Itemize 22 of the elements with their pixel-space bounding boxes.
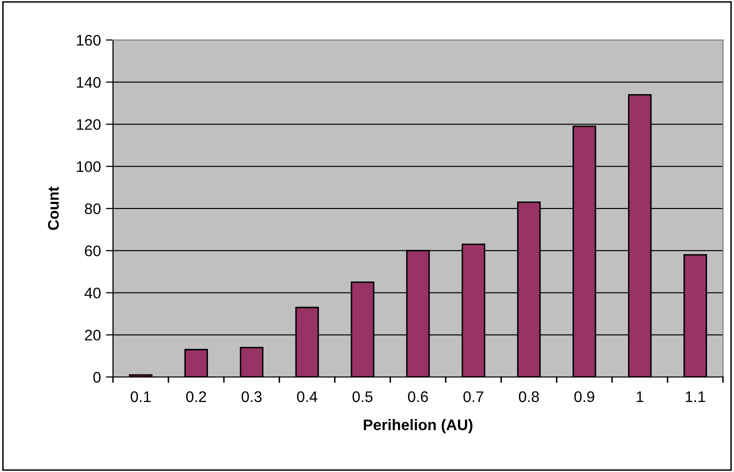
x-tick-label: 0.8: [518, 391, 539, 402]
x-tick-label: 0.5: [352, 391, 373, 402]
y-tick-label: 60: [84, 245, 101, 256]
x-tick-label: 0.6: [408, 391, 428, 402]
y-tick-label: 120: [76, 119, 101, 130]
y-tick-label: 100: [76, 161, 101, 172]
y-tick-label: 20: [84, 330, 101, 341]
y-tick-label: 80: [84, 203, 101, 214]
x-tick-label: 1: [636, 391, 644, 402]
y-tick-label: 0: [93, 372, 101, 383]
x-tick-label: 0.1: [130, 391, 151, 402]
x-tick-label: 0.2: [186, 391, 206, 402]
y-tick-label: 40: [84, 288, 101, 298]
x-tick-label: 1.1: [686, 391, 706, 402]
y-tick-label: 160: [76, 34, 101, 46]
x-axis-title: Perihelion (AU): [364, 419, 472, 434]
x-tick-label: 0.4: [297, 391, 318, 402]
x-tick-label: 0.7: [463, 391, 484, 402]
y-axis-title: Count: [48, 186, 59, 230]
x-tick-label: 0.3: [242, 391, 262, 402]
y-tick-label: 140: [76, 76, 101, 88]
x-tick-label: 0.9: [574, 391, 594, 402]
